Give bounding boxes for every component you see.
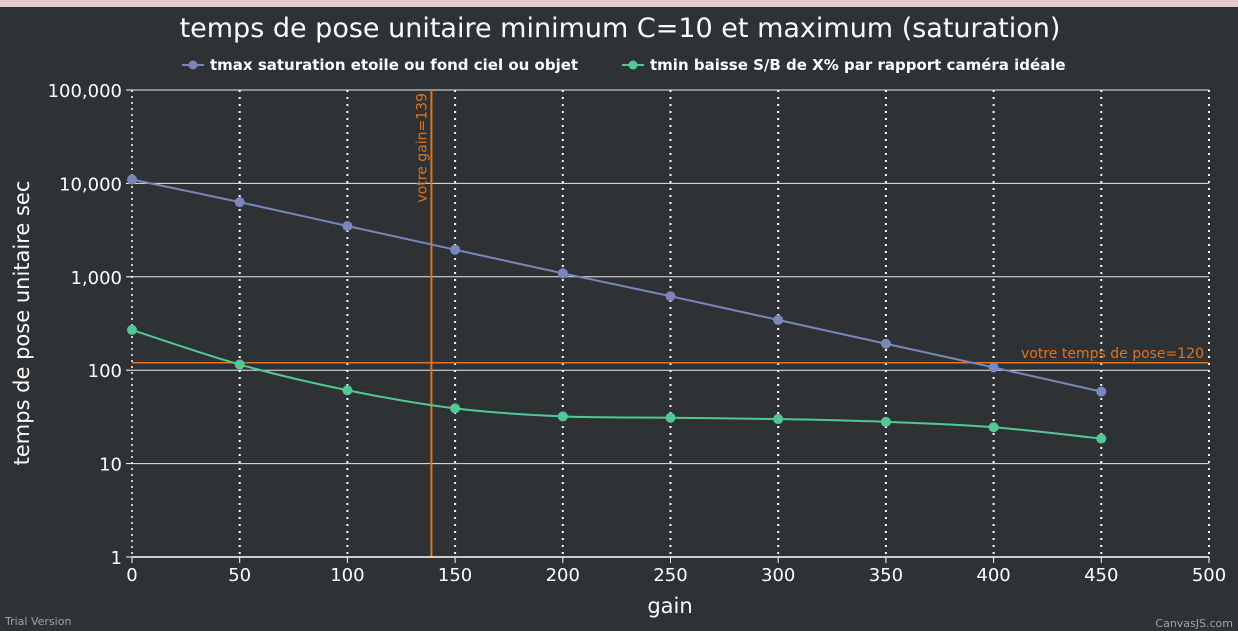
data-point-series0-200	[557, 268, 568, 279]
y-tick-label: 10	[99, 455, 122, 476]
y-tick-label: 100	[88, 361, 122, 382]
data-point-series1-50	[234, 359, 245, 370]
series-line-0	[131, 178, 1102, 393]
data-point-series1-450	[1096, 433, 1107, 444]
chart-title: temps de pose unitaire minimum C=10 et m…	[180, 13, 1061, 44]
x-axis-label: gain	[647, 594, 692, 618]
axes	[126, 89, 1210, 563]
data-point-series0-250	[665, 291, 676, 302]
x-tick-label: 200	[546, 565, 580, 586]
x-tick-label: 300	[761, 565, 795, 586]
stripline-label-exposure: votre temps de pose=120	[1021, 346, 1204, 362]
footer-canvasjs-credit[interactable]: CanvasJS.com	[1155, 617, 1233, 630]
legend-label: tmin baisse S/B de X% par rapport caméra…	[650, 56, 1066, 74]
data-point-series0-350	[880, 338, 891, 349]
y-tick-label: 100,000	[48, 81, 122, 102]
y-tick-label: 1,000	[70, 268, 122, 289]
x-tick-label: 250	[653, 565, 687, 586]
data-point-series1-300	[773, 414, 784, 425]
data-point-series1-350	[880, 416, 891, 427]
data-point-series0-450	[1096, 386, 1107, 397]
x-tick-label: 0	[126, 565, 137, 586]
data-point-series1-0	[127, 324, 137, 335]
legend-marker	[188, 60, 198, 70]
x-tick-label: 350	[869, 565, 903, 586]
legend-label: tmax saturation etoile ou fond ciel ou o…	[210, 56, 578, 74]
data-point-series0-300	[773, 314, 784, 325]
series-line-1	[131, 328, 1102, 440]
x-gridlines	[238, 90, 1210, 557]
x-tick-label: 400	[976, 565, 1010, 586]
data-point-series0-50	[234, 197, 245, 208]
x-tick-label: 500	[1192, 565, 1226, 586]
data-point-series1-150	[450, 403, 461, 414]
x-tick-label: 100	[330, 565, 364, 586]
data-point-series1-250	[665, 412, 676, 423]
footer-trial-version: Trial Version	[4, 615, 71, 628]
x-tick-label: 50	[228, 565, 251, 586]
legend-marker	[628, 60, 638, 70]
tick-labels: 0 50 100 150 200 250 300 350 400 450 500 1 10 100 1,00…	[48, 81, 1227, 586]
y-gridlines	[132, 89, 1209, 465]
y-tick-label: 10,000	[59, 174, 122, 195]
annotations: votre gain=139 votre temps de pose=120	[132, 90, 1209, 557]
data-point-series0-100	[342, 220, 353, 231]
data-point-series1-400	[988, 422, 999, 433]
data-point-series0-400	[988, 362, 999, 373]
data-point-series1-200	[557, 411, 568, 422]
series-group	[127, 174, 1107, 444]
data-point-series0-150	[450, 244, 461, 255]
data-point-series1-100	[342, 385, 353, 396]
legend-item-0[interactable]: tmax saturation etoile ou fond ciel ou o…	[182, 56, 578, 74]
legend[interactable]: tmax saturation etoile ou fond ciel ou o…	[182, 56, 1066, 74]
x-tick-label: 450	[1084, 565, 1118, 586]
x-tick-label: 150	[438, 565, 472, 586]
legend-item-1[interactable]: tmin baisse S/B de X% par rapport caméra…	[622, 56, 1066, 74]
top-accent-bar	[0, 0, 1238, 7]
data-point-series0-0	[127, 174, 137, 185]
stripline-label-gain: votre gain=139	[414, 93, 430, 203]
y-axis-label: temps de pose unitaire sec	[10, 181, 34, 466]
y-tick-label: 1	[111, 548, 122, 569]
